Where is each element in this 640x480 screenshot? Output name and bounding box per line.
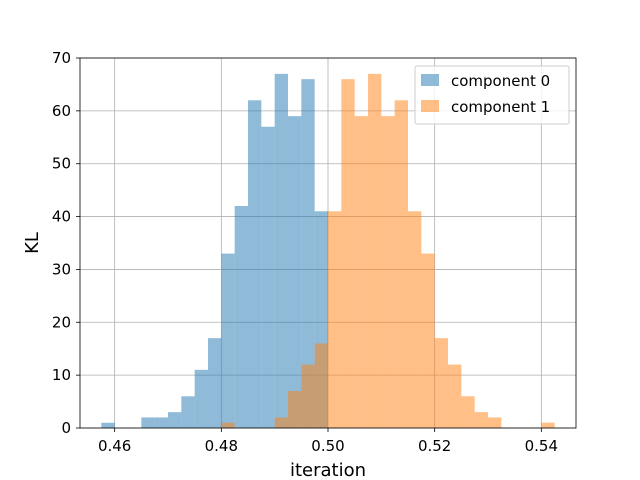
histogram-bar-component-1 [368,73,382,428]
histogram-bar-component-0 [141,417,155,428]
histogram-bar-component-0 [301,79,315,429]
histogram-bar-component-0 [101,422,115,428]
histogram-bar-component-1 [474,412,488,428]
histogram-bar-component-1 [354,116,368,429]
histogram-bar-component-1 [274,417,288,428]
y-tick-label: 50 [52,155,71,173]
histogram-bar-component-0 [221,253,235,428]
histogram-bar-component-1 [434,338,448,428]
histogram-bar-component-1 [314,343,328,428]
y-tick-label: 10 [52,366,71,384]
histogram-bar-component-0 [234,206,248,428]
histogram-bar-component-0 [261,126,275,428]
x-axis-label: iteration [290,460,366,480]
histogram-bar-component-1 [381,116,395,429]
y-tick-label: 60 [52,102,71,120]
histogram-bar-component-0 [248,100,262,429]
histogram-bar-component-1 [221,422,235,428]
histogram-bar-component-0 [208,338,222,428]
x-tick-label: 0.52 [418,437,451,455]
histogram-bar-component-1 [448,364,462,428]
legend-label-component-0: component 0 [451,72,550,90]
histogram-bar-component-1 [288,391,302,428]
histogram-bar-component-1 [421,253,435,428]
histogram-bar-component-1 [408,211,422,428]
bars-layer [101,73,555,429]
y-tick-label: 30 [52,260,71,278]
histogram-bar-component-1 [328,211,342,428]
y-tick-label: 40 [52,208,71,226]
histogram-bar-component-1 [488,417,502,428]
legend-label-component-1: component 1 [451,98,550,116]
histogram-bar-component-1 [461,396,475,428]
histogram-bar-component-0 [168,412,182,428]
histogram-bar-component-0 [194,369,208,428]
histogram-bar-component-0 [288,116,302,429]
x-tick-label: 0.54 [525,437,558,455]
histogram-bar-component-1 [541,422,555,428]
y-tick-label: 0 [61,419,71,437]
histogram-bar-component-1 [341,79,355,429]
histogram-bar-component-0 [181,396,195,428]
legend: component 0 component 1 [414,65,570,125]
x-tick-label: 0.50 [311,437,344,455]
legend-swatch-component-0 [421,74,439,86]
x-tick-label: 0.48 [205,437,238,455]
legend-swatch-component-1 [421,100,439,112]
y-axis-label: KL [22,232,43,254]
histogram-bar-component-0 [274,73,288,428]
histogram-bar-component-0 [154,417,168,428]
x-tick-label: 0.46 [98,437,131,455]
y-tick-label: 70 [52,49,71,67]
y-tick-label: 20 [52,313,71,331]
ticks-layer: 0.46 0.48 0.50 0.52 0.54 0 10 20 30 40 50 60 70 [52,49,558,455]
legend-box [414,65,570,125]
histogram-bar-component-1 [301,364,315,428]
histogram-bar-component-1 [394,100,408,429]
